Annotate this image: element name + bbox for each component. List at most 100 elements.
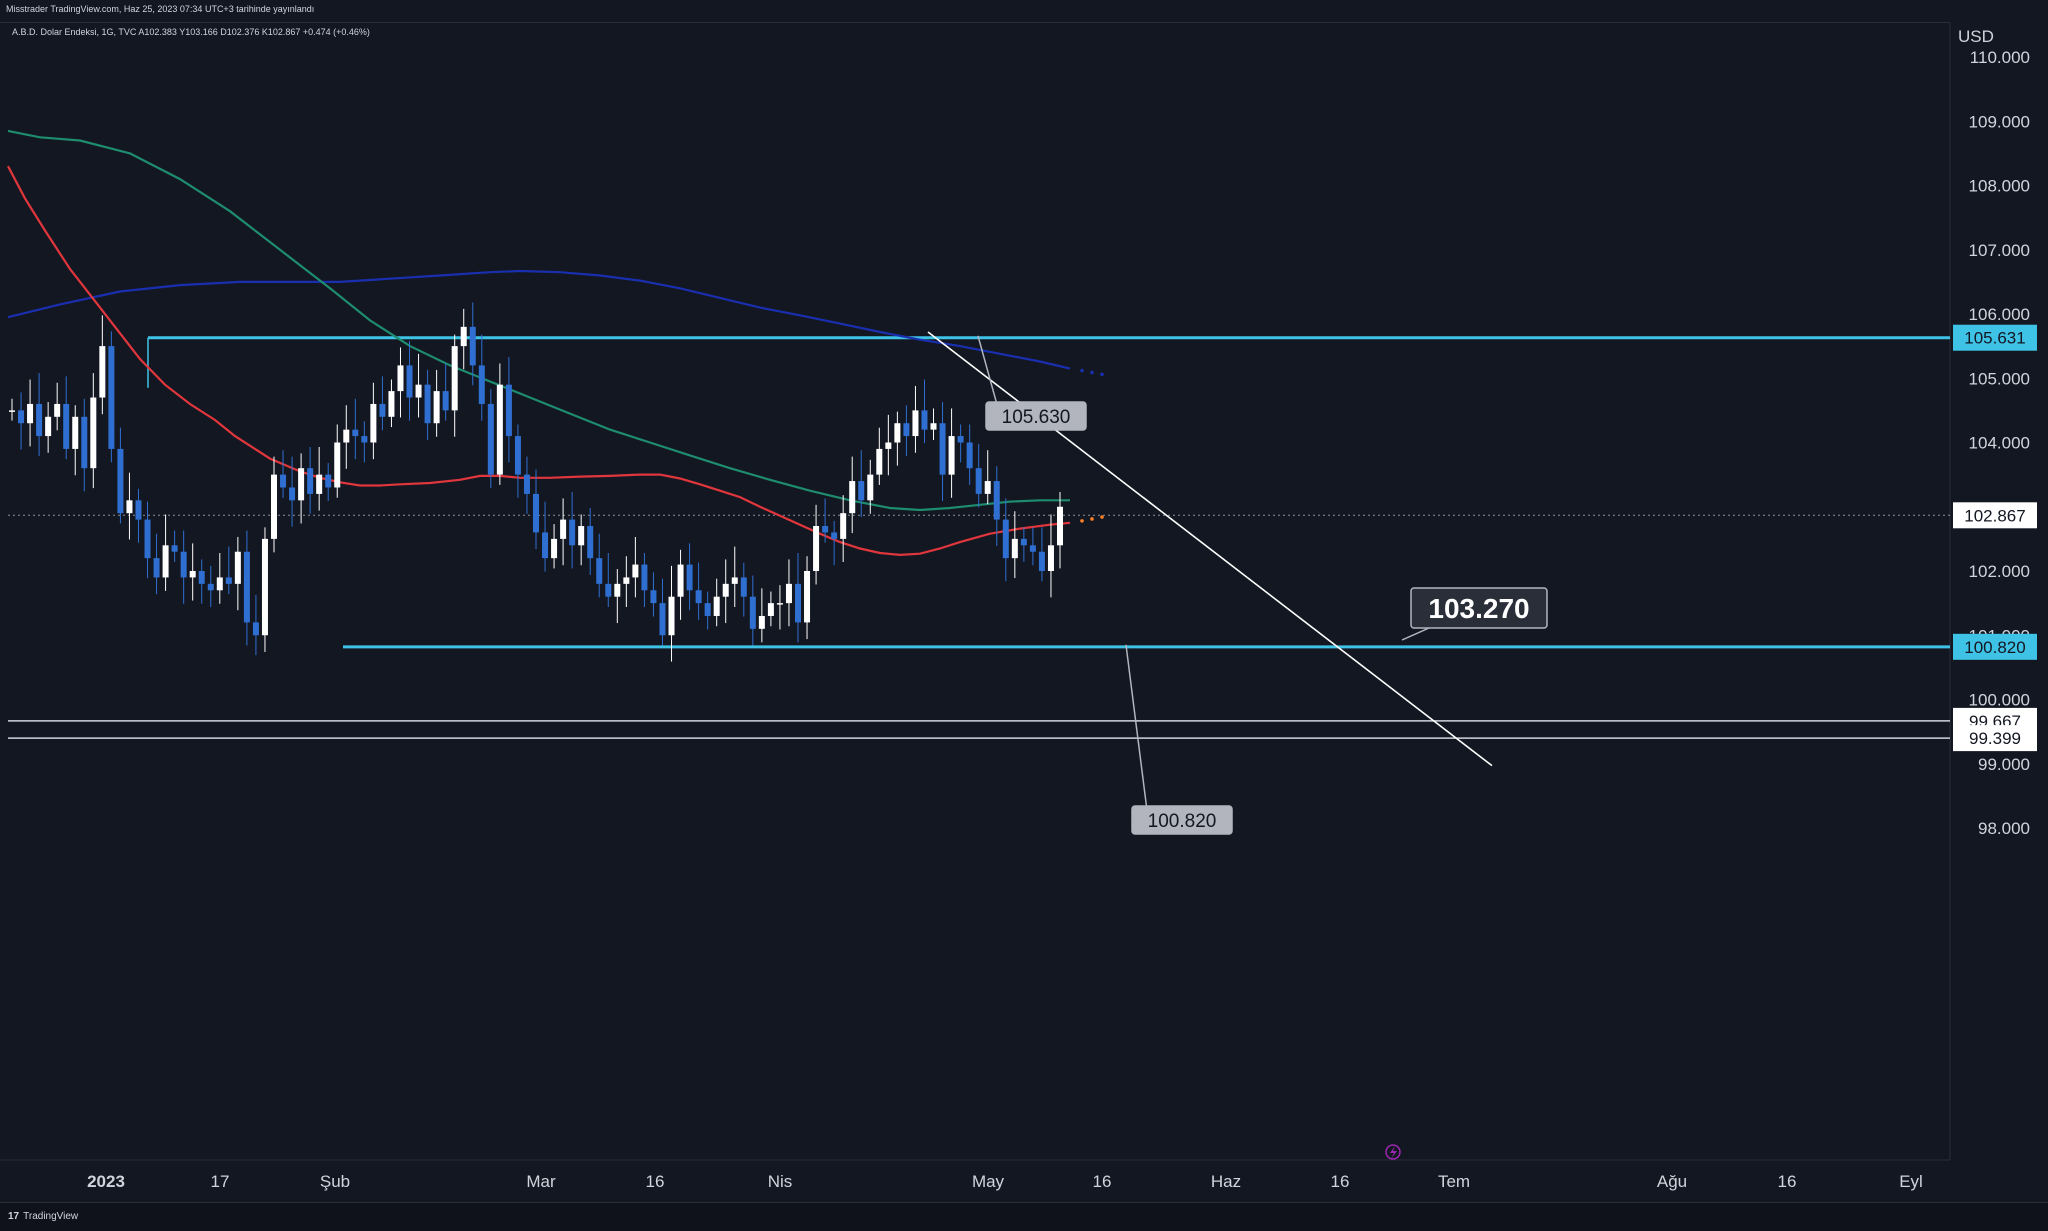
candle bbox=[334, 442, 341, 488]
tradingview-logo[interactable]: 17 TradingView bbox=[8, 1211, 79, 1222]
price-label-text: 100.820 bbox=[1964, 638, 2025, 657]
candle bbox=[36, 403, 43, 437]
candle bbox=[460, 326, 467, 347]
candle bbox=[189, 571, 196, 578]
level-lines bbox=[8, 336, 1950, 739]
candle bbox=[117, 448, 124, 514]
candles bbox=[9, 302, 1063, 662]
candle bbox=[523, 474, 530, 494]
annotation-105630[interactable]: 105.630 bbox=[977, 335, 1087, 431]
y-tick-labels: 110.000 109.000 108.000 107.000 106.000 105.0… bbox=[1969, 48, 2030, 838]
price-chart[interactable]: USD 110.000109.000108.000107.000106.0001… bbox=[0, 0, 2048, 1202]
ma-blue-projection-dot bbox=[1100, 372, 1104, 377]
y-tick-label: 107.000 bbox=[1969, 241, 2030, 260]
candle bbox=[993, 481, 1000, 520]
ma-red-line bbox=[7, 165, 1071, 557]
candle bbox=[442, 391, 449, 411]
candle bbox=[81, 416, 88, 469]
callout-label: 103.270 bbox=[1428, 593, 1529, 624]
candle bbox=[90, 397, 97, 469]
ma-green-line bbox=[7, 129, 1070, 512]
x-tick-labels: 2023 17 Şub Mar 16 Nis May 16 Haz 16 Tem Ağu 16 Eyl bbox=[87, 1172, 1923, 1191]
price-label: 100.820 bbox=[1953, 633, 2037, 660]
y-tick-label: 98.000 bbox=[1978, 819, 2030, 838]
annotations[interactable]: 105.630 100.820 103.270 bbox=[977, 335, 1548, 835]
candle bbox=[975, 468, 982, 494]
candle bbox=[63, 403, 70, 449]
candle bbox=[822, 526, 829, 533]
x-tick-label: 16 bbox=[1331, 1172, 1350, 1191]
y-tick-label: 108.000 bbox=[1969, 177, 2030, 196]
publish-bar: Misstrader TradingView.com, Haz 25, 2023… bbox=[0, 0, 2048, 23]
callout-label: 105.630 bbox=[1002, 407, 1071, 428]
candle bbox=[162, 545, 169, 578]
candle bbox=[171, 545, 178, 552]
candle bbox=[343, 429, 350, 443]
x-tick-label: 16 bbox=[646, 1172, 665, 1191]
candle bbox=[361, 436, 368, 443]
candle bbox=[858, 481, 865, 501]
candle bbox=[1020, 538, 1027, 546]
candle bbox=[840, 513, 847, 539]
candle bbox=[849, 481, 856, 514]
ma-red-projection-dot bbox=[1100, 515, 1104, 519]
candle bbox=[243, 551, 250, 623]
callout-box bbox=[1410, 587, 1548, 629]
x-tick-label: Tem bbox=[1438, 1172, 1470, 1191]
candle bbox=[804, 571, 811, 623]
candle bbox=[180, 551, 187, 578]
price-label-text: 99.399 bbox=[1969, 729, 2021, 748]
price-label: 102.867 bbox=[1953, 502, 2037, 529]
candle bbox=[542, 532, 549, 559]
price-label-text: 102.867 bbox=[1964, 506, 2025, 525]
candle bbox=[677, 564, 684, 597]
candle bbox=[271, 474, 277, 539]
annotation-100820[interactable]: 100.820 bbox=[1125, 644, 1233, 835]
candle bbox=[433, 391, 440, 424]
candle bbox=[352, 429, 359, 437]
candle bbox=[424, 384, 431, 424]
candle bbox=[1038, 551, 1045, 571]
footer-bar: 17 TradingView bbox=[0, 1202, 2048, 1231]
price-label-bg bbox=[1953, 324, 2037, 351]
candle bbox=[533, 493, 539, 533]
candle bbox=[379, 403, 386, 417]
candle bbox=[623, 577, 630, 584]
price-label-bg bbox=[1953, 502, 2037, 529]
candle bbox=[280, 474, 287, 488]
candle bbox=[99, 346, 106, 398]
candle bbox=[641, 564, 648, 591]
x-tick-label: Eyl bbox=[1899, 1172, 1923, 1191]
candle bbox=[795, 583, 801, 623]
candle bbox=[632, 564, 639, 578]
candle bbox=[234, 551, 241, 584]
ma-red-projection-dot bbox=[1080, 519, 1084, 523]
y-tick-label: 100.000 bbox=[1969, 691, 2030, 710]
candle bbox=[144, 519, 151, 559]
candle bbox=[1057, 506, 1063, 546]
candle bbox=[749, 596, 756, 629]
annotation-103270[interactable]: 103.270 bbox=[1401, 587, 1548, 641]
candle bbox=[939, 423, 946, 475]
candle bbox=[686, 564, 693, 591]
candle bbox=[496, 384, 503, 475]
candle bbox=[876, 448, 883, 475]
candle bbox=[18, 410, 25, 424]
price-label-text: 105.631 bbox=[1964, 329, 2025, 348]
candle bbox=[505, 384, 512, 437]
x-tick-label: 2023 bbox=[87, 1172, 125, 1191]
y-tick-label: 105.000 bbox=[1969, 369, 2030, 388]
brand-label: TradingView bbox=[23, 1211, 79, 1222]
callout-box bbox=[985, 401, 1087, 431]
candle bbox=[758, 615, 765, 629]
lightning-icon[interactable] bbox=[1385, 1144, 1401, 1160]
ma-red-projection-dot bbox=[1090, 517, 1094, 521]
y-tick-label: 99.000 bbox=[1978, 755, 2030, 774]
candle bbox=[370, 403, 377, 443]
candle bbox=[316, 474, 323, 494]
candle bbox=[912, 410, 919, 437]
candle bbox=[415, 384, 422, 398]
candle bbox=[560, 519, 567, 539]
price-axis[interactable] bbox=[1949, 22, 2048, 1202]
candle bbox=[614, 583, 621, 597]
